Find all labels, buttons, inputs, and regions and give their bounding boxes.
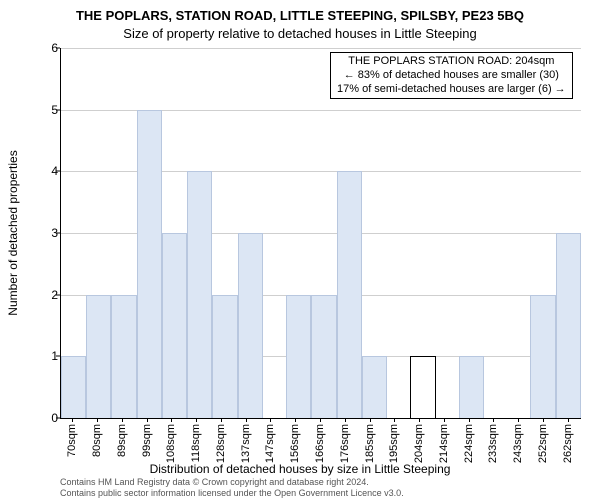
bar: [530, 295, 555, 418]
annotation-line-1: THE POPLARS STATION ROAD: 204sqm: [337, 55, 566, 69]
y-tick-label: 5: [38, 103, 58, 117]
x-tick-label: 195sqm: [388, 424, 400, 463]
x-tick-mark: [97, 418, 98, 422]
x-tick-mark: [295, 418, 296, 422]
x-tick-mark: [493, 418, 494, 422]
bar: [61, 356, 86, 418]
x-tick-label: 204sqm: [413, 424, 425, 463]
x-tick-label: 185sqm: [364, 424, 376, 463]
x-tick-mark: [270, 418, 271, 422]
x-tick-label: 243sqm: [512, 424, 524, 463]
bar: [459, 356, 484, 418]
annotation-box: THE POPLARS STATION ROAD: 204sqm ← 83% o…: [330, 52, 573, 99]
chart-container: THE POPLARS, STATION ROAD, LITTLE STEEPI…: [0, 0, 600, 500]
x-tick-mark: [221, 418, 222, 422]
y-tick-label: 2: [38, 288, 58, 302]
x-tick-label: 137sqm: [240, 424, 252, 463]
footer-line-1: Contains HM Land Registry data © Crown c…: [60, 477, 404, 487]
x-tick-label: 108sqm: [165, 424, 177, 463]
x-tick-label: 147sqm: [264, 424, 276, 463]
chart-title-line1: THE POPLARS, STATION ROAD, LITTLE STEEPI…: [0, 8, 600, 23]
bar: [212, 295, 237, 418]
bar: [86, 295, 111, 418]
bar: [556, 233, 581, 418]
footer-attribution: Contains HM Land Registry data © Crown c…: [60, 477, 404, 498]
x-tick-label: 176sqm: [339, 424, 351, 463]
x-tick-mark: [320, 418, 321, 422]
x-tick-mark: [419, 418, 420, 422]
x-tick-mark: [469, 418, 470, 422]
y-tick-mark: [56, 109, 60, 110]
x-tick-mark: [147, 418, 148, 422]
x-tick-label: 80sqm: [91, 424, 103, 457]
y-tick-mark: [56, 48, 60, 49]
bars-group: [61, 48, 581, 418]
x-tick-mark: [568, 418, 569, 422]
x-tick-mark: [171, 418, 172, 422]
y-tick-label: 4: [38, 164, 58, 178]
x-tick-mark: [518, 418, 519, 422]
annotation-line-2: ← 83% of detached houses are smaller (30…: [337, 69, 566, 83]
y-axis-label: Number of detached properties: [6, 150, 20, 315]
x-tick-mark: [370, 418, 371, 422]
x-tick-label: 70sqm: [66, 424, 78, 457]
x-tick-label: 233sqm: [487, 424, 499, 463]
x-axis-label: Distribution of detached houses by size …: [0, 462, 600, 476]
bar: [410, 356, 435, 418]
y-tick-label: 6: [38, 41, 58, 55]
y-tick-mark: [56, 233, 60, 234]
x-tick-label: 224sqm: [463, 424, 475, 463]
x-tick-mark: [72, 418, 73, 422]
bar: [238, 233, 263, 418]
y-tick-label: 0: [38, 411, 58, 425]
x-tick-mark: [543, 418, 544, 422]
bar: [187, 171, 212, 418]
x-tick-mark: [444, 418, 445, 422]
bar: [362, 356, 387, 418]
y-tick-mark: [56, 294, 60, 295]
x-tick-label: 156sqm: [289, 424, 301, 463]
bar: [137, 110, 162, 418]
footer-line-2: Contains public sector information licen…: [60, 488, 404, 498]
bar: [286, 295, 311, 418]
y-tick-mark: [56, 171, 60, 172]
y-tick-label: 3: [38, 226, 58, 240]
x-tick-label: 262sqm: [562, 424, 574, 463]
x-tick-mark: [394, 418, 395, 422]
x-tick-mark: [122, 418, 123, 422]
x-tick-label: 214sqm: [438, 424, 450, 463]
bar: [311, 295, 336, 418]
plot-area: [60, 48, 581, 419]
y-tick-mark: [56, 418, 60, 419]
x-tick-mark: [345, 418, 346, 422]
x-tick-label: 252sqm: [537, 424, 549, 463]
bar: [162, 233, 187, 418]
annotation-line-3: 17% of semi-detached houses are larger (…: [337, 83, 566, 97]
chart-title-line2: Size of property relative to detached ho…: [0, 26, 600, 41]
bar: [111, 295, 136, 418]
y-tick-label: 1: [38, 349, 58, 363]
x-tick-mark: [246, 418, 247, 422]
x-tick-mark: [196, 418, 197, 422]
bar: [337, 171, 362, 418]
x-tick-label: 118sqm: [190, 424, 202, 462]
y-tick-mark: [56, 356, 60, 357]
x-tick-label: 89sqm: [116, 424, 128, 457]
x-tick-label: 166sqm: [314, 424, 326, 463]
x-tick-label: 99sqm: [141, 424, 153, 457]
x-tick-label: 128sqm: [215, 424, 227, 463]
